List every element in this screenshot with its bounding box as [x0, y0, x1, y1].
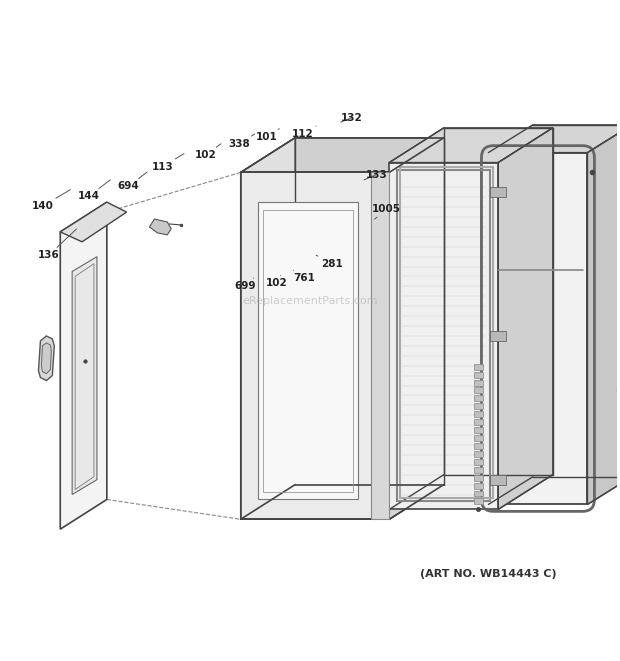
Text: 761: 761 [293, 270, 315, 283]
Text: 136: 136 [38, 229, 76, 260]
Text: eReplacementParts.com: eReplacementParts.com [242, 296, 378, 306]
Polygon shape [38, 336, 55, 381]
Text: 112: 112 [292, 126, 316, 139]
Polygon shape [474, 371, 484, 377]
Text: 699: 699 [235, 278, 256, 291]
Text: 101: 101 [256, 129, 279, 142]
Polygon shape [489, 125, 620, 153]
Polygon shape [474, 387, 484, 393]
Polygon shape [474, 467, 484, 473]
Text: 102: 102 [265, 276, 287, 288]
Polygon shape [490, 331, 506, 341]
Polygon shape [474, 379, 484, 385]
Polygon shape [588, 125, 620, 504]
Polygon shape [72, 256, 97, 494]
Text: 144: 144 [78, 180, 110, 201]
Text: 1005: 1005 [372, 204, 401, 219]
Polygon shape [241, 485, 444, 520]
Polygon shape [474, 490, 484, 496]
Polygon shape [474, 435, 484, 441]
Polygon shape [259, 202, 358, 500]
Polygon shape [241, 137, 295, 520]
Polygon shape [489, 153, 588, 504]
Polygon shape [474, 395, 484, 401]
Polygon shape [474, 459, 484, 465]
Polygon shape [149, 219, 171, 235]
Text: 338: 338 [228, 134, 255, 149]
Polygon shape [474, 403, 484, 409]
Polygon shape [498, 128, 553, 510]
Polygon shape [474, 427, 484, 433]
Polygon shape [389, 137, 444, 520]
Polygon shape [490, 187, 506, 197]
Text: 694: 694 [118, 172, 147, 192]
Polygon shape [474, 483, 484, 488]
Text: 133: 133 [364, 170, 388, 180]
Text: 281: 281 [316, 255, 342, 268]
Text: 113: 113 [152, 153, 184, 172]
Text: (ART NO. WB14443 C): (ART NO. WB14443 C) [420, 569, 557, 579]
Text: 102: 102 [195, 144, 221, 160]
Polygon shape [241, 173, 389, 520]
Polygon shape [60, 202, 107, 529]
Polygon shape [60, 202, 126, 242]
Polygon shape [474, 419, 484, 425]
Polygon shape [371, 173, 389, 520]
Polygon shape [490, 475, 506, 485]
Polygon shape [42, 343, 51, 373]
Polygon shape [474, 364, 484, 369]
Polygon shape [474, 475, 484, 481]
Polygon shape [474, 451, 484, 457]
Polygon shape [389, 128, 553, 163]
Polygon shape [474, 443, 484, 449]
Text: 140: 140 [32, 190, 70, 211]
Polygon shape [474, 411, 484, 417]
Polygon shape [241, 137, 444, 173]
Polygon shape [389, 163, 498, 510]
Text: 132: 132 [341, 112, 363, 122]
Polygon shape [474, 498, 484, 504]
